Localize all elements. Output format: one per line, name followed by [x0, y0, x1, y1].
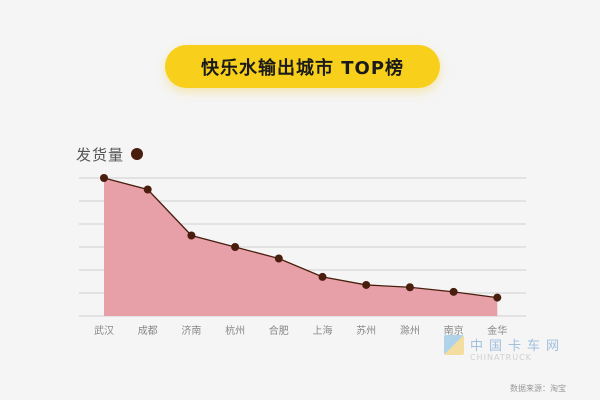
legend-marker-icon — [131, 148, 143, 160]
x-axis-label: 南京 — [443, 326, 464, 337]
data-line — [103, 177, 498, 299]
x-axis-label: 上海 — [312, 326, 333, 337]
area-fill — [104, 178, 498, 316]
watermark-en: CHINATRUCK — [470, 353, 532, 362]
x-axis-label: 武汉 — [94, 326, 114, 337]
x-axis-label: 金华 — [487, 326, 508, 337]
data-point-marker — [187, 231, 196, 240]
x-axis-label: 合肥 — [268, 326, 289, 337]
data-point-marker — [493, 293, 502, 302]
y-axis-label: 发货量 — [76, 146, 125, 164]
data-point-marker — [231, 243, 240, 251]
data-point-marker — [318, 272, 327, 281]
data-source: 数据来源：淘宝 — [510, 384, 566, 393]
data-point-marker — [405, 283, 414, 292]
data-point-marker — [100, 174, 108, 182]
x-axis-label: 济南 — [181, 326, 202, 337]
watermark: 中国卡车网 CHINATRUCK — [440, 335, 590, 385]
watermark-cn: 中国卡车网 — [470, 339, 566, 354]
data-point-marker — [143, 185, 152, 194]
x-axis-label: 成都 — [137, 326, 158, 337]
x-axis-label: 杭州 — [225, 326, 246, 337]
watermark-logo-icon — [444, 335, 464, 355]
data-point-marker — [449, 287, 458, 296]
x-axis-label: 滁州 — [399, 326, 420, 337]
x-axis-label: 苏州 — [356, 326, 377, 337]
data-markers — [100, 174, 502, 302]
chart-title: 快乐水输出城市 TOP榜 — [165, 45, 440, 88]
data-point-marker — [362, 280, 371, 289]
data-point-marker — [274, 254, 283, 263]
